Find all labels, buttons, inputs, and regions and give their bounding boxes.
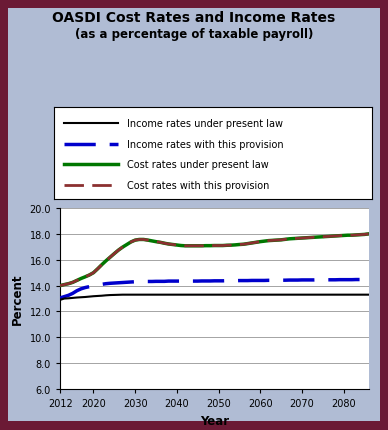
Text: Income rates under present law: Income rates under present law bbox=[128, 119, 284, 129]
Text: OASDI Cost Rates and Income Rates: OASDI Cost Rates and Income Rates bbox=[52, 11, 336, 25]
Text: Cost rates with this provision: Cost rates with this provision bbox=[128, 180, 270, 190]
Y-axis label: Percent: Percent bbox=[11, 273, 24, 325]
X-axis label: Year: Year bbox=[200, 414, 229, 427]
Text: Income rates with this provision: Income rates with this provision bbox=[128, 139, 284, 150]
Text: (as a percentage of taxable payroll): (as a percentage of taxable payroll) bbox=[75, 28, 313, 41]
Text: Cost rates under present law: Cost rates under present law bbox=[128, 160, 269, 170]
